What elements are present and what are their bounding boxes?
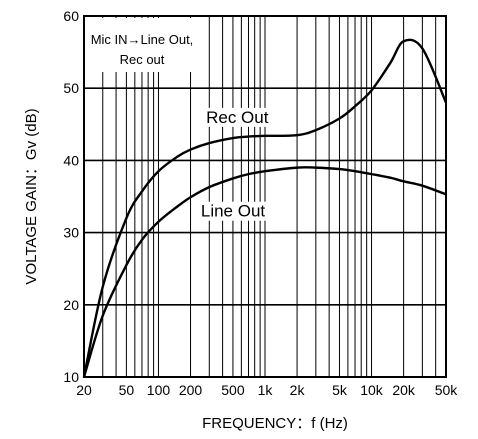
series-layer [82,38,448,378]
x-tick-label: 100 [147,382,171,398]
y-tick-label: 60 [63,8,79,24]
x-tick-label: 50 [119,382,135,398]
x-tick-label: 200 [179,382,203,398]
x-tick-label: 1k [258,382,274,398]
minor-grid [102,16,437,377]
y-tick-label: 10 [63,369,79,385]
x-tick-label: 2k [290,382,306,398]
x-tick-label: 20k [392,382,416,398]
annotation-background [86,18,198,72]
x-tick-label: 5k [332,382,348,398]
y-axis-label: VOLTAGE GAIN：Gv (dB) [23,108,40,284]
y-tick-labels: 10 20 30 40 50 60 [63,8,79,385]
series-line-rec-out [82,38,448,378]
series-label-background-line-out [198,201,268,221]
series-label-line-out: Line Out [201,202,266,221]
y-tick-label: 40 [63,152,79,168]
major-grid [84,87,446,306]
y-tick-label: 20 [63,297,79,313]
series-line-line-out [82,166,447,378]
x-tick-labels: 20 50 100 200 500 1k 2k 5k 10k 20k 50k [76,382,458,398]
x-tick-label: 10k [360,382,384,398]
x-axis-label: FREQUENCY：f (Hz) [202,415,348,432]
annotation-line-1: Mic IN→Line Out, [91,32,194,47]
annotation-box: Mic IN→Line Out, Rec out [86,18,198,72]
y-tick-label: 30 [63,225,79,241]
plot-frame [83,15,447,378]
annotation-line-2: Rec out [120,52,165,67]
x-tick-label: 500 [221,382,245,398]
series-label-rec-out: Rec Out [206,108,269,127]
y-tick-label: 50 [63,80,79,96]
x-tick-label: 20 [76,382,92,398]
series-label-background-rec-out [204,107,271,127]
series-labels: Rec Out Line Out [198,107,271,221]
x-tick-label: 50k [435,382,459,398]
